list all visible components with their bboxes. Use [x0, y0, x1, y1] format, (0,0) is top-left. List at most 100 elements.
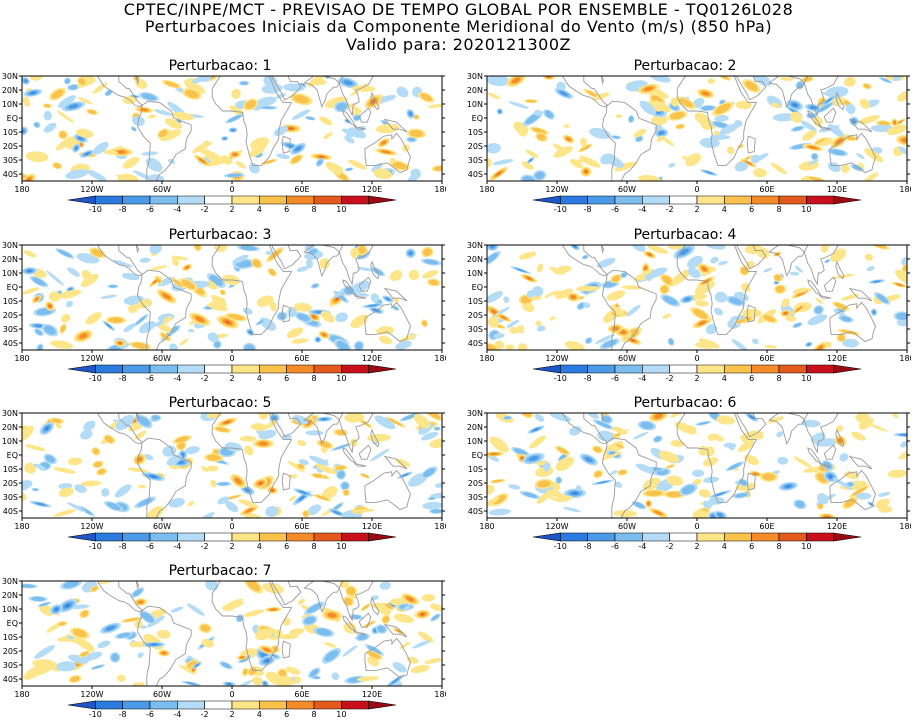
- negative-anomaly-blob: [63, 581, 79, 589]
- positive-anomaly-blob: [656, 135, 665, 142]
- positive-anomaly-blob: [859, 98, 871, 109]
- lon-label: 120E: [362, 185, 382, 194]
- positive-anomaly-blob: [785, 315, 796, 322]
- lat-label: 30S: [3, 493, 18, 502]
- coastline: [676, 245, 758, 336]
- lon-label: 180: [14, 522, 29, 531]
- negative-anomaly-blob: [534, 109, 542, 117]
- positive-anomaly-blob: [896, 90, 907, 102]
- negative-anomaly-blob: [902, 434, 907, 436]
- coastline: [281, 640, 291, 659]
- colorbar-segment: [532, 195, 561, 205]
- positive-anomaly-blob: [156, 629, 171, 639]
- negative-anomaly-blob: [420, 431, 439, 441]
- colorbar-segment: [614, 195, 643, 205]
- coastlines: [36, 245, 411, 350]
- negative-anomaly-blob: [602, 339, 618, 348]
- lat-label: 30S: [3, 661, 18, 670]
- lon-label: 180: [14, 354, 29, 363]
- positive-anomaly-blob: [516, 325, 525, 334]
- positive-anomaly-blob: [836, 425, 843, 432]
- lat-label: 40S: [3, 675, 18, 684]
- positive-anomaly-blob: [293, 94, 310, 104]
- positive-anomaly-blob: [578, 296, 584, 300]
- positive-anomaly-blob: [348, 159, 367, 170]
- lat-label: 30N: [2, 409, 18, 418]
- negative-anomaly-blob: [856, 153, 865, 159]
- coastline: [211, 245, 293, 336]
- colorbar-segment: [204, 700, 233, 710]
- colorbar-segment: [669, 364, 698, 374]
- colorbar-tick-label: -2: [201, 542, 209, 551]
- coastline: [36, 413, 143, 445]
- coastline: [354, 294, 367, 299]
- positive-anomaly-blob: [344, 597, 353, 606]
- negative-anomaly-blob: [255, 96, 277, 107]
- colorbar-tick-label: -2: [201, 205, 209, 214]
- negative-anomaly-blob: [807, 314, 828, 326]
- negative-anomaly-blob: [109, 284, 117, 288]
- negative-anomaly-blob: [789, 271, 800, 276]
- positive-anomaly-blob: [79, 143, 83, 147]
- negative-anomaly-blob: [263, 682, 267, 685]
- negative-anomaly-blob: [395, 340, 412, 350]
- negative-anomaly-blob: [278, 312, 286, 320]
- negative-anomaly-blob: [28, 270, 31, 272]
- negative-anomaly-blob: [265, 250, 272, 255]
- colorbar-segment: [67, 364, 96, 374]
- negative-anomaly-blob: [333, 510, 341, 515]
- positive-anomaly-blob: [643, 86, 654, 91]
- positive-anomaly-blob: [119, 342, 121, 344]
- coastline: [819, 462, 832, 467]
- negative-anomaly-blob: [892, 76, 903, 82]
- colorbar-tick-label: 8: [311, 205, 316, 214]
- colorbar-segment: [696, 532, 725, 542]
- colorbar-tick-label: -2: [666, 542, 674, 551]
- positive-anomaly-blob: [537, 480, 551, 488]
- colorbar-segment: [286, 700, 315, 710]
- positive-anomaly-blob: [58, 487, 74, 498]
- colorbar-segment: [231, 195, 260, 205]
- coastline: [137, 605, 192, 686]
- positive-anomaly-blob: [852, 486, 867, 496]
- colorbar-tick-label: 4: [722, 205, 727, 214]
- negative-anomaly-blob: [855, 492, 872, 500]
- coastline: [370, 428, 380, 448]
- colorbar-segment: [833, 532, 862, 542]
- colorbar-tick-label: -2: [201, 374, 209, 383]
- coastline: [384, 577, 396, 580]
- positive-anomaly-blob: [738, 144, 743, 148]
- map-canvas: 30N 20N 10N EQ 10S 20S 30S 40S 180 120W 60W 0 60E 120…: [2, 577, 446, 719]
- negative-anomaly-blob: [45, 270, 65, 286]
- colorbar-segment: [778, 532, 807, 542]
- positive-anomaly-blob: [262, 582, 284, 594]
- positive-anomaly-blob: [323, 132, 333, 140]
- negative-anomaly-blob: [595, 420, 612, 429]
- positive-anomaly-blob: [336, 297, 339, 300]
- negative-anomaly-blob: [149, 245, 162, 254]
- positive-anomaly-blob: [517, 126, 529, 137]
- positive-anomaly-blob: [834, 302, 848, 310]
- coastline: [370, 91, 380, 111]
- colorbar-tick-label: 6: [284, 374, 289, 383]
- negative-anomaly-blob: [543, 462, 551, 472]
- positive-anomaly-blob: [157, 323, 172, 333]
- colorbar-segment: [313, 700, 342, 710]
- positive-anomaly-blob: [206, 454, 221, 461]
- lon-label: 60E: [759, 185, 774, 194]
- negative-anomaly-blob: [67, 502, 87, 513]
- colorbar-tick-label: 10: [801, 374, 811, 383]
- negative-anomaly-blob: [65, 169, 89, 180]
- coastline: [819, 294, 832, 299]
- negative-anomaly-blob: [133, 170, 153, 181]
- negative-anomaly-blob: [633, 502, 645, 509]
- negative-anomaly-blob: [407, 137, 416, 142]
- positive-anomaly-blob: [422, 320, 427, 327]
- positive-anomaly-blob: [421, 613, 424, 616]
- negative-anomaly-blob: [632, 431, 649, 440]
- negative-anomaly-blob: [492, 159, 514, 166]
- negative-anomaly-blob: [808, 159, 819, 165]
- negative-anomaly-blob: [714, 291, 728, 303]
- positive-anomaly-blob: [117, 173, 139, 181]
- coastline: [736, 245, 767, 270]
